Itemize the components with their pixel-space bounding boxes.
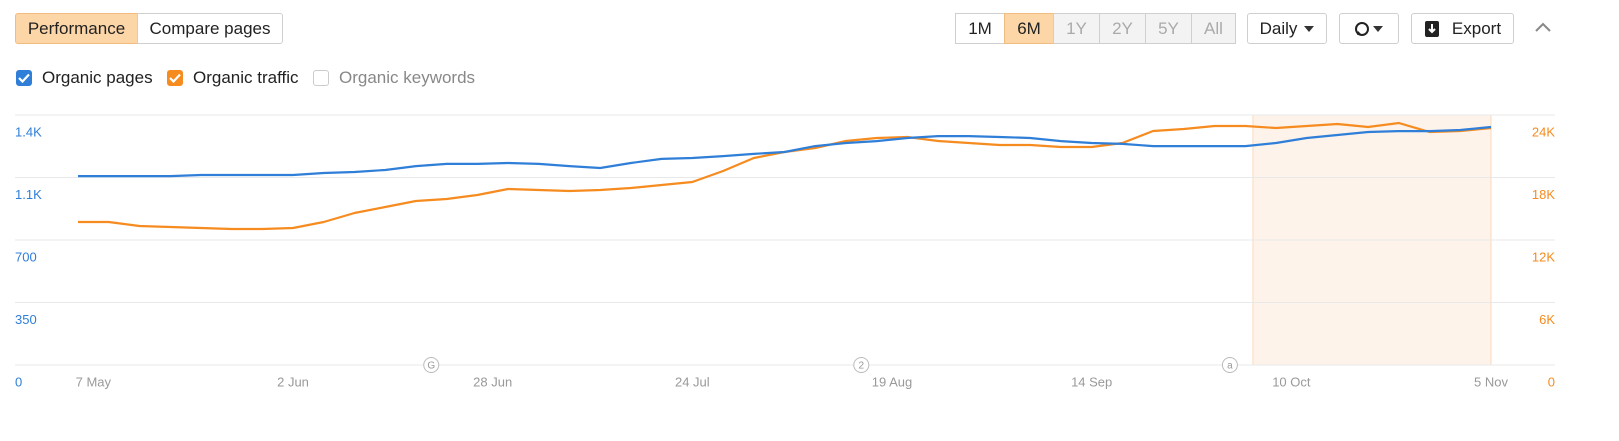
- checkbox: [313, 70, 329, 86]
- y-tick-label: 700: [15, 249, 37, 264]
- annotation-label: 2: [859, 361, 865, 372]
- checkbox: [167, 70, 183, 86]
- x-tick-label: 14 Sep: [1071, 374, 1112, 389]
- caret: [1304, 25, 1315, 32]
- checkbox: [16, 70, 32, 86]
- comment-icon: [1355, 21, 1383, 36]
- annotation-marker: [423, 357, 440, 373]
- x-tick-label: 19 Aug: [872, 374, 913, 389]
- series-line: [78, 125, 1492, 178]
- y-tick-label: 1.4K: [15, 124, 42, 139]
- annotation-label: a: [1227, 361, 1233, 372]
- y2-tick-label: 6K: [1539, 312, 1555, 327]
- x-tick-label: 2 Jun: [277, 374, 309, 389]
- x-tick-label: 24 Jul: [675, 374, 710, 389]
- tab-button[interactable]: Compare pages: [137, 13, 283, 44]
- legend-checkbox[interactable]: Organic keywords: [313, 68, 475, 88]
- export-button[interactable]: Export: [1411, 13, 1514, 44]
- collapse-chevron[interactable]: [1535, 22, 1551, 32]
- interval-label: Daily: [1259, 18, 1298, 38]
- y2-tick-label: 24K: [1532, 124, 1555, 139]
- interval-dropdown[interactable]: Daily: [1247, 13, 1327, 44]
- export-label: Export: [1451, 18, 1502, 38]
- y-tick-label: 350: [15, 312, 37, 327]
- x-tick-label: 28 Jun: [473, 374, 512, 389]
- range-button: All: [1191, 13, 1236, 44]
- export-icon: [1424, 20, 1439, 37]
- legend-label: Organic keywords: [339, 68, 476, 87]
- comment-dropdown[interactable]: [1339, 13, 1399, 44]
- y-tick-label: 1.1K: [15, 187, 42, 202]
- annotation-marker: [1221, 357, 1238, 373]
- y2-tick-label: 18K: [1532, 187, 1555, 202]
- annotation-label: G: [427, 361, 435, 372]
- x-tick-label: 10 Oct: [1272, 374, 1311, 389]
- x-tick-label: 5 Nov: [1474, 374, 1508, 389]
- range-button: 5Y: [1145, 13, 1192, 44]
- y2-tick-label: 12K: [1532, 249, 1555, 264]
- legend-checkbox[interactable]: Organic pages: [16, 68, 153, 88]
- y2-tick-label: 0: [1548, 374, 1555, 389]
- y-tick-label: 0: [15, 374, 22, 389]
- legend-checkbox[interactable]: Organic traffic: [167, 68, 299, 88]
- legend-label: Organic pages: [42, 68, 153, 87]
- range-button: 1Y: [1053, 13, 1100, 44]
- tab-button[interactable]: Performance: [15, 13, 138, 44]
- range-button[interactable]: 1M: [955, 13, 1005, 44]
- legend-label: Organic traffic: [193, 68, 299, 87]
- annotation-marker: [853, 357, 870, 373]
- x-tick-label: 7 May: [76, 374, 112, 389]
